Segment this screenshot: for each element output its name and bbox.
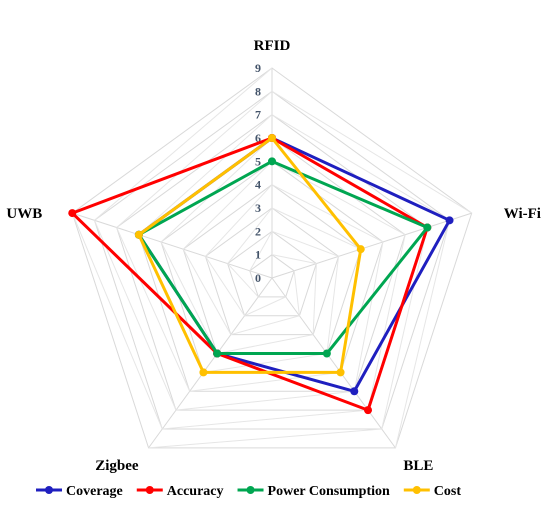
axis-label-wi-fi: Wi-Fi [504, 206, 541, 222]
grid-hatch [227, 263, 259, 298]
grid-hatch [227, 207, 273, 264]
grid-ring-1 [249, 254, 295, 298]
grid-hatch [244, 296, 286, 317]
spoke-3 [148, 277, 273, 449]
grid-hatch [293, 270, 300, 316]
tick-label-3: 3 [255, 201, 261, 215]
legend-item-coverage: Coverage [36, 484, 123, 499]
grid-hatch [182, 160, 273, 250]
grid-hatch [230, 315, 300, 336]
point-cost-zigbee [199, 368, 208, 377]
grid-hatch [271, 184, 384, 243]
series-cost [134, 134, 365, 377]
grid-hatch [148, 428, 382, 449]
grid-hatch [271, 230, 339, 257]
tick-label-1: 1 [255, 248, 261, 262]
tick-label-9: 9 [255, 61, 261, 75]
grid-hatch [312, 263, 317, 335]
legend-marker-accuracy [145, 486, 154, 494]
grid-hatch [353, 241, 384, 392]
point-cost-uwb [134, 230, 143, 239]
grid-hatch [326, 256, 340, 354]
point-coverage-wi-fi [445, 216, 454, 225]
tick-label-5: 5 [255, 154, 261, 168]
point-coverage-ble [350, 387, 359, 396]
spoke-1 [271, 212, 472, 279]
grid-hatch [271, 254, 317, 265]
axis-label-ble: BLE [403, 458, 433, 474]
legend-item-cost: Cost [403, 484, 462, 499]
grid-hatch [182, 248, 232, 335]
legend: Coverage Accuracy Power Consumption Cost [36, 484, 461, 499]
legend-label-power-consumption: Power Consumption [268, 484, 390, 499]
series-line-accuracy [70, 136, 429, 412]
tick-label-2: 2 [255, 224, 261, 238]
point-power-consumption-wi-fi [423, 223, 432, 232]
grid-ring-3 [204, 207, 340, 336]
grid-hatch [271, 90, 472, 214]
axis-labels: RFID Wi-Fi BLE Zigbee UWB [6, 38, 541, 474]
grid-hatch [189, 371, 341, 392]
grid-hatch [217, 334, 314, 354]
tick-label-0: 0 [255, 271, 261, 285]
point-cost-rfid [268, 134, 276, 142]
series-line-cost [137, 136, 363, 374]
tick-label-4: 4 [255, 178, 261, 192]
grid-ring-8 [93, 90, 451, 430]
legend-item-accuracy: Accuracy [136, 484, 224, 499]
grid-hatch [271, 114, 450, 221]
grid-hatch [271, 207, 361, 250]
grid-hatch [271, 160, 406, 236]
radial-tick-labels: 0 1 2 3 4 5 6 7 8 9 [255, 61, 261, 285]
legend-marker-power-consumption [246, 486, 255, 494]
tick-label-8: 8 [255, 84, 261, 98]
series-line-power-consumption [137, 159, 429, 356]
point-power-consumption-rfid [268, 157, 276, 166]
grid-hatch [94, 67, 273, 221]
point-cost-wi-fi [356, 245, 365, 254]
grid-hatch [249, 231, 273, 272]
grid-ring-9 [71, 67, 473, 449]
legend-label-coverage: Coverage [66, 484, 123, 499]
series-layer [68, 134, 454, 415]
legend-marker-cost [412, 486, 421, 494]
grid-hatch [205, 184, 273, 257]
point-accuracy-ble [364, 406, 373, 415]
point-power-consumption-zigbee [213, 349, 222, 358]
tick-label-6: 6 [255, 131, 261, 145]
spoke-4 [72, 212, 273, 279]
grid-hatch [381, 227, 428, 430]
grid-hatch [160, 137, 273, 243]
legend-label-cost: Cost [434, 484, 462, 499]
axis-label-uwb: UWB [6, 206, 42, 222]
grid-hatch [160, 241, 218, 354]
grid-hatch [394, 220, 451, 449]
grid-ring-2 [227, 230, 317, 317]
point-power-consumption-ble [322, 349, 331, 358]
legend-label-accuracy: Accuracy [167, 484, 224, 499]
series-power-consumption [134, 157, 432, 358]
axis-label-rfid: RFID [254, 38, 291, 54]
radar-grid [71, 67, 473, 449]
legend-marker-coverage [45, 486, 53, 494]
grid-hatch [162, 409, 369, 430]
tick-label-7: 7 [255, 108, 261, 122]
spoke-2 [271, 277, 396, 449]
grid-hatch [203, 353, 327, 373]
point-cost-ble [336, 368, 345, 377]
grid-ring-7 [116, 114, 428, 411]
grid-hatch [116, 90, 273, 228]
point-accuracy-uwb [68, 209, 77, 218]
grid-hatch [116, 227, 191, 392]
grid-hatch [94, 220, 177, 411]
grid-hatch [138, 114, 273, 236]
axis-label-zigbee: Zigbee [95, 458, 139, 474]
grid-hatch [205, 256, 245, 317]
grid-hatch [71, 212, 163, 430]
legend-item-power-consumption: Power Consumption [237, 484, 390, 499]
